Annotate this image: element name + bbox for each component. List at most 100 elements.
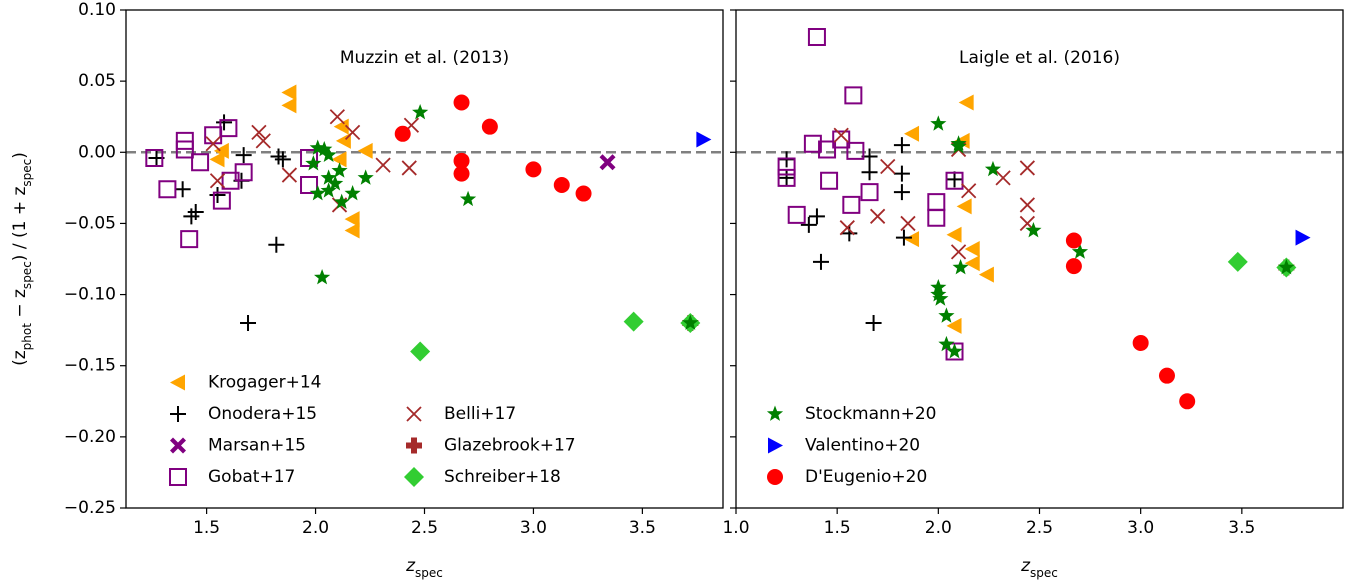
marker <box>800 216 817 233</box>
marker <box>331 162 348 178</box>
marker <box>459 190 477 207</box>
y-label-part: spec <box>20 261 34 289</box>
marker <box>945 171 964 190</box>
marker <box>331 151 347 168</box>
y-label-part: ) / (1 + z <box>10 187 30 262</box>
marker <box>880 158 896 175</box>
marker <box>209 173 226 189</box>
marker <box>320 146 337 163</box>
y-label-part: spec <box>20 159 34 187</box>
marker <box>575 185 592 202</box>
x-tick-label: 1.0 <box>722 518 749 538</box>
legend-label: Onodera+15 <box>208 404 317 424</box>
marker <box>803 134 822 153</box>
x-label-part: spec <box>1030 566 1058 580</box>
marker <box>169 468 187 486</box>
marker <box>844 86 863 105</box>
panel: 1.0 1.5 2.0 2.5 3.0 3.5 Laigle et al. (2016) zs… <box>722 9 1344 580</box>
marker <box>946 342 963 359</box>
marker <box>808 208 825 225</box>
marker <box>1278 259 1295 275</box>
marker <box>1025 222 1042 238</box>
marker <box>1065 258 1082 275</box>
marker <box>309 185 326 201</box>
plot-frame <box>125 9 724 509</box>
legend-entry: Valentino+20 <box>768 436 920 456</box>
marker <box>216 114 233 131</box>
y-tick-label: 0.05 <box>78 71 116 91</box>
marker <box>807 28 826 47</box>
marker <box>865 315 882 332</box>
marker <box>268 236 285 253</box>
y-label-part: (z <box>10 350 30 366</box>
marker <box>778 169 795 186</box>
x-tick-label: 3.0 <box>1127 518 1154 538</box>
marker <box>839 220 855 236</box>
marker <box>893 165 910 182</box>
marker <box>320 182 337 198</box>
legend-label: Stockmann+20 <box>805 404 936 424</box>
x-tick-label: 3.5 <box>1228 518 1255 538</box>
marker <box>833 127 849 143</box>
marker <box>904 125 920 142</box>
marker <box>145 148 164 167</box>
x-label-part: z <box>405 556 416 576</box>
y-tick-label: 0.10 <box>78 0 116 20</box>
x-axis-label: zspec <box>1020 556 1058 580</box>
y-label-part: − z <box>10 289 30 323</box>
marker <box>344 124 361 141</box>
marker <box>860 183 879 202</box>
marker <box>945 342 964 361</box>
x-tick-label: 2.0 <box>302 518 329 538</box>
x-label-part: z <box>1020 556 1031 576</box>
legend: Krogager+14 Onodera+15 Marsan+15 Gobat+17 Be… <box>169 373 576 487</box>
marker <box>961 183 977 199</box>
marker <box>357 169 374 185</box>
y-tick-label: −0.15 <box>64 356 116 376</box>
marker <box>235 147 252 164</box>
marker <box>158 180 177 199</box>
marker <box>180 230 199 249</box>
marker <box>333 118 349 135</box>
legend-label: Belli+17 <box>444 404 516 424</box>
x-tick-label: 2.5 <box>411 518 438 538</box>
marker <box>1065 232 1082 249</box>
marker <box>170 374 185 391</box>
marker <box>401 160 417 176</box>
marker <box>904 231 920 248</box>
marker <box>696 131 712 148</box>
legend-entry: Stockmann+20 <box>766 404 936 424</box>
marker <box>900 215 916 232</box>
x-tick-label: 1.5 <box>824 518 851 538</box>
marker <box>946 317 962 334</box>
marker <box>187 204 204 221</box>
panel: 1.5 2.0 2.5 3.0 3.5 0.10 0.05 0.00 −0.05 −0.10 −0.… <box>10 0 724 580</box>
marker <box>481 118 498 135</box>
marker <box>221 171 240 190</box>
marker <box>453 94 470 111</box>
marker <box>270 148 287 165</box>
marker <box>212 191 231 210</box>
marker <box>1071 243 1089 259</box>
x-tick-label: 3.5 <box>629 518 656 538</box>
marker <box>281 84 297 101</box>
marker <box>768 437 783 454</box>
marker <box>958 94 974 111</box>
y-axis-label: (zphot − zspec) / (1 + zspec) <box>10 152 34 366</box>
marker <box>329 109 345 125</box>
marker <box>984 160 1002 177</box>
marker <box>320 169 337 185</box>
marker <box>251 124 267 141</box>
y-tick-label: −0.05 <box>64 213 116 233</box>
marker <box>1179 393 1196 410</box>
marker <box>170 406 186 422</box>
marker <box>453 165 470 182</box>
marker <box>964 255 980 272</box>
marker <box>174 181 191 198</box>
marker <box>841 225 858 242</box>
marker <box>170 437 186 454</box>
marker <box>553 177 570 194</box>
legend-entry: Marsan+15 <box>170 436 306 456</box>
marker <box>300 176 319 195</box>
